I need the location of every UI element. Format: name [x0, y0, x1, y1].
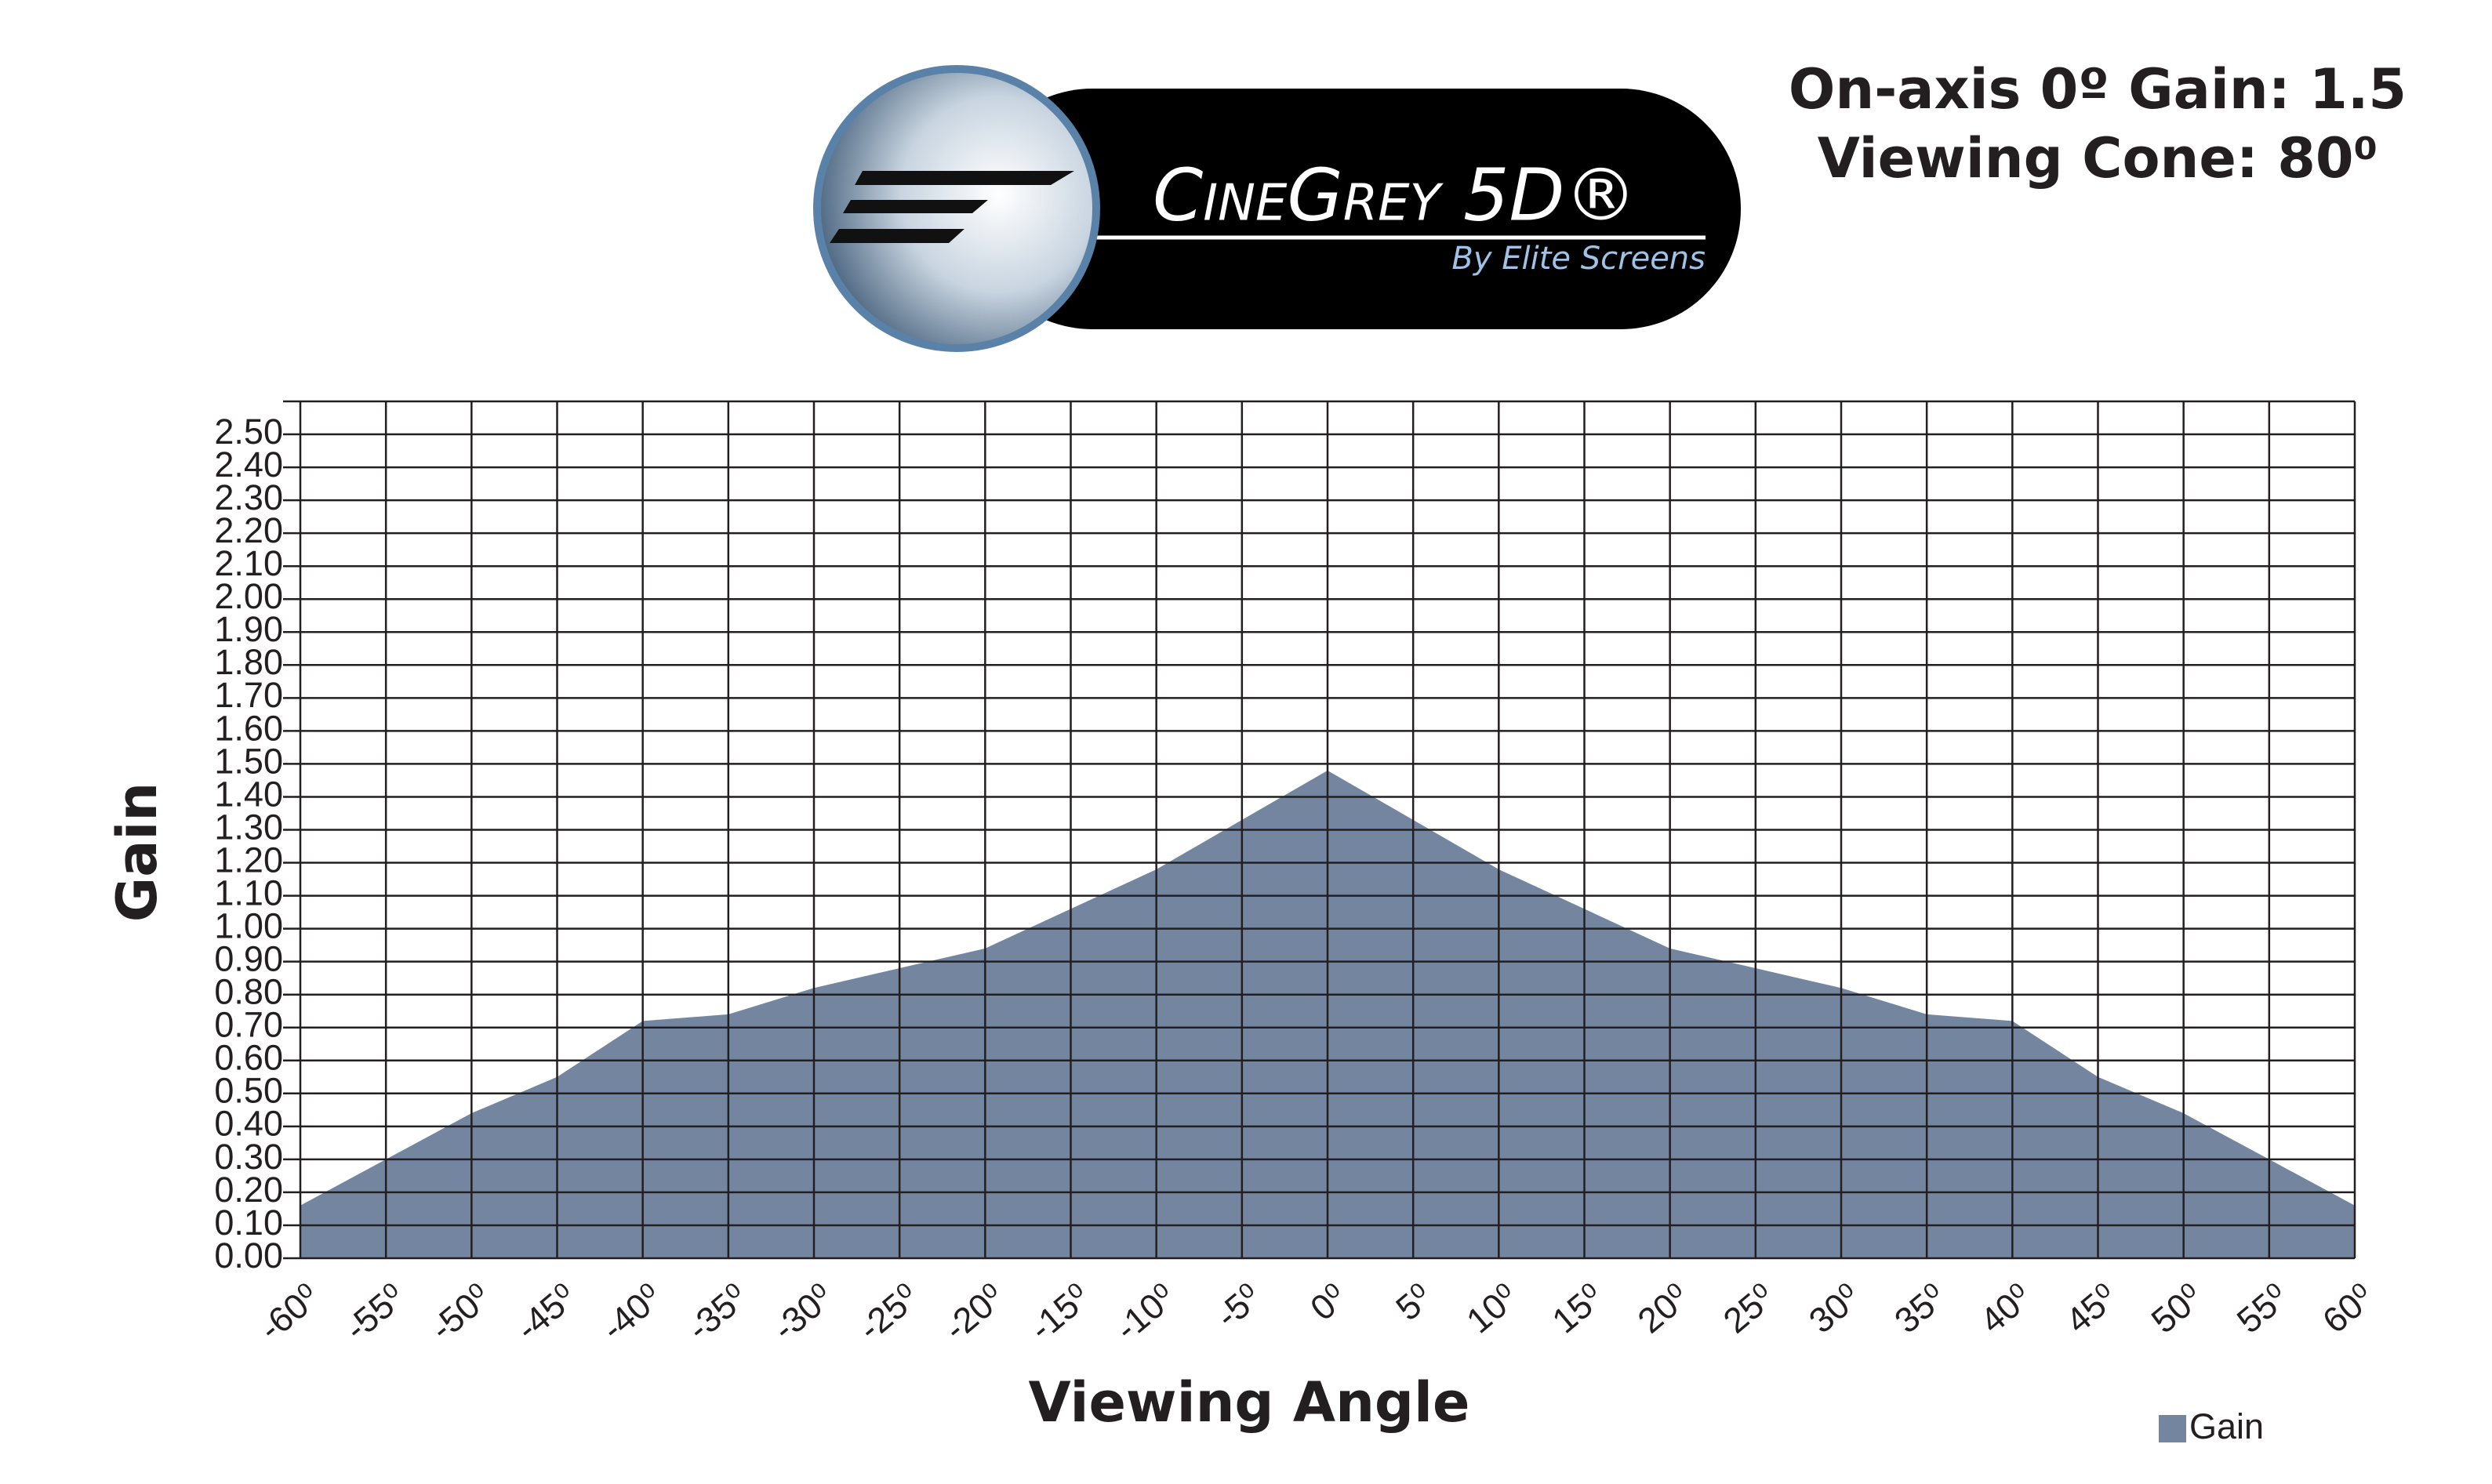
annotation: Viewing Cone: 80⁰	[1818, 126, 2378, 190]
y-tick-label: 1.40	[214, 774, 283, 814]
y-tick-label: 2.20	[214, 510, 283, 550]
y-tick-label: 2.30	[214, 477, 283, 517]
y-tick-label: 1.30	[214, 807, 283, 847]
x-tick-label: 30⁰	[1801, 1276, 1868, 1341]
y-tick-label: 2.50	[214, 412, 283, 452]
y-tick-label: 0.90	[214, 939, 283, 979]
y-tick-label: 0.80	[214, 972, 283, 1012]
annotation: On-axis 0º Gain: 1.5	[1789, 57, 2407, 122]
legend-swatch	[2159, 1415, 2186, 1442]
logo-mark	[830, 171, 1074, 243]
y-tick-label: 0.60	[214, 1038, 283, 1078]
x-tick-label: 25⁰	[1716, 1276, 1782, 1341]
y-tick-label: 1.70	[214, 675, 283, 715]
y-tick-label: 1.90	[214, 609, 283, 649]
y-tick-label: 1.80	[214, 642, 283, 682]
logo-subtitle: By Elite Screens	[1451, 241, 1706, 277]
y-tick-label: 0.10	[214, 1203, 283, 1243]
x-tick-label: 5⁰	[1388, 1276, 1440, 1329]
x-tick-label: 45⁰	[2058, 1276, 2125, 1341]
y-tick-label: 0.50	[214, 1071, 283, 1111]
y-tick-label: 1.00	[214, 906, 283, 946]
y-tick-label: 1.10	[214, 873, 283, 913]
x-tick-label: 0⁰	[1302, 1276, 1354, 1329]
plot: 0.000.100.200.300.400.500.600.700.800.90…	[214, 400, 2381, 1446]
x-axis-label: Viewing Angle	[1029, 1370, 1470, 1435]
x-tick-label: -55⁰	[337, 1276, 412, 1348]
y-tick-label: 0.40	[214, 1104, 283, 1144]
x-tick-label: -60⁰	[252, 1276, 327, 1348]
y-tick-label: 0.00	[214, 1235, 283, 1275]
x-tick-label: -25⁰	[851, 1276, 926, 1348]
x-tick-label: 40⁰	[1972, 1276, 2039, 1341]
logo: CineGrey 5D® By Elite Screens	[813, 65, 1741, 352]
x-tick-label: -40⁰	[594, 1276, 669, 1348]
x-tick-label: 50⁰	[2144, 1276, 2210, 1341]
y-tick-label: 2.40	[214, 444, 283, 484]
x-tick-label: -20⁰	[936, 1276, 1012, 1348]
logo-title: CineGrey 5D®	[1153, 153, 1637, 237]
x-tick-label: -35⁰	[679, 1276, 754, 1348]
x-tick-label: -50⁰	[423, 1276, 498, 1348]
x-tick-label: 55⁰	[2229, 1276, 2296, 1341]
x-tick-label: 15⁰	[1545, 1276, 1611, 1341]
x-tick-label: 10⁰	[1459, 1276, 1525, 1341]
x-tick-label: -45⁰	[508, 1276, 583, 1348]
y-tick-label: 0.30	[214, 1137, 283, 1177]
y-axis-label: Gain	[105, 782, 169, 923]
x-tick-label: 35⁰	[1887, 1276, 1953, 1341]
y-tick-label: 0.20	[214, 1170, 283, 1210]
y-tick-label: 2.00	[214, 576, 283, 616]
x-tick-label: -5⁰	[1208, 1276, 1269, 1336]
x-tick-label: -15⁰	[1022, 1276, 1097, 1348]
x-tick-label: -10⁰	[1107, 1276, 1182, 1348]
y-tick-label: 1.20	[214, 840, 283, 880]
legend-label: Gain	[2189, 1406, 2264, 1446]
y-tick-label: 1.50	[214, 741, 283, 781]
x-tick-label: -30⁰	[765, 1276, 841, 1348]
y-tick-label: 2.10	[214, 543, 283, 583]
y-tick-label: 0.70	[214, 1005, 283, 1045]
x-tick-label: 20⁰	[1630, 1276, 1697, 1341]
logo-banner	[972, 89, 1741, 329]
y-tick-label: 1.60	[214, 708, 283, 748]
x-tick-label: 60⁰	[2315, 1276, 2381, 1341]
